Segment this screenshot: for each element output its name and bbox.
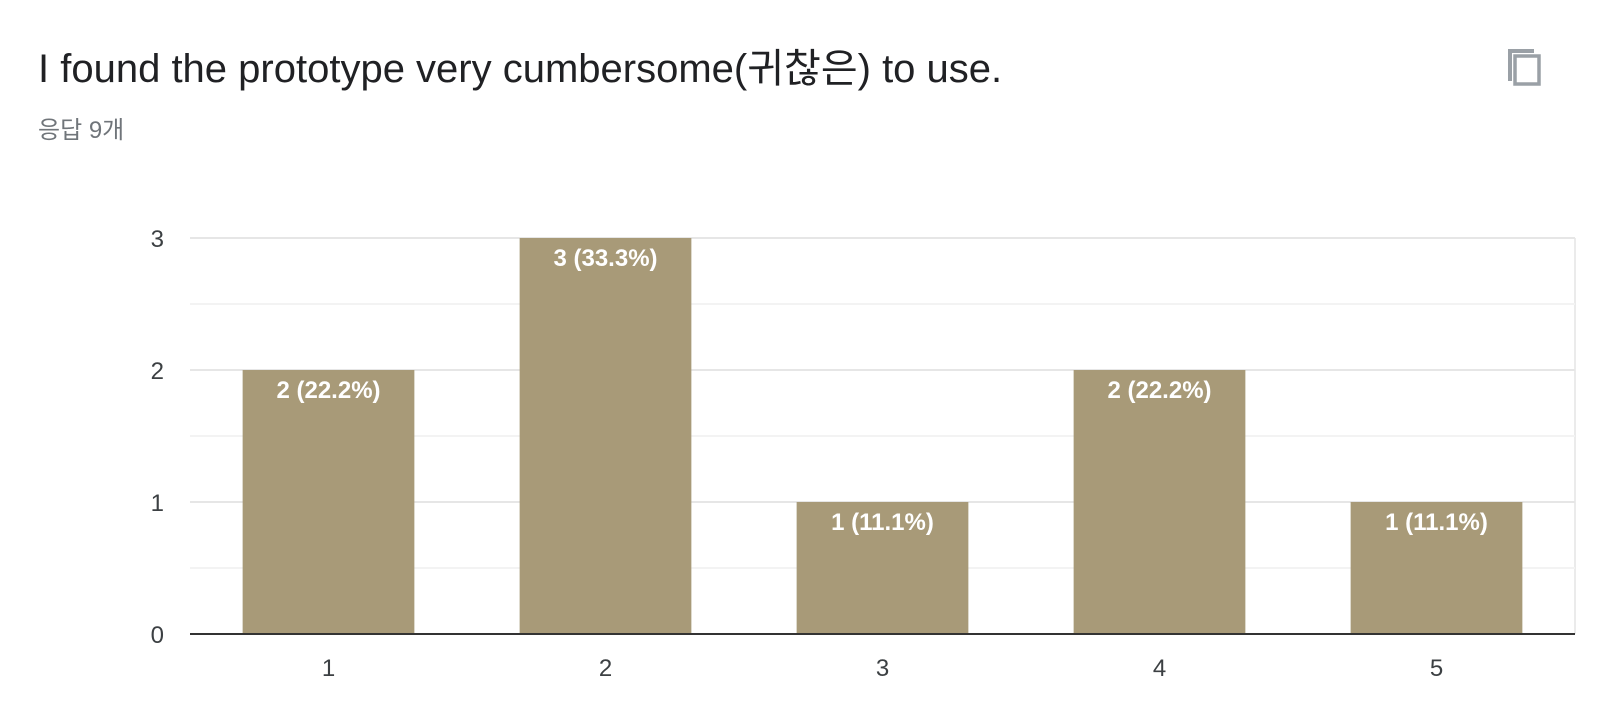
copy-chart-button[interactable] [1500, 40, 1548, 88]
y-tick-label: 1 [151, 490, 164, 517]
response-count: 응답 9개 [38, 117, 125, 144]
bar-data-label: 3 (33.3%) [553, 245, 657, 272]
bar-1 [242, 370, 415, 634]
bar-5 [1350, 502, 1523, 634]
bar-3 [796, 502, 969, 634]
x-tick-label: 4 [1153, 655, 1166, 682]
bar-2 [519, 238, 692, 634]
x-tick-label: 2 [599, 655, 612, 682]
bar-data-label: 2 (22.2%) [276, 377, 380, 404]
bar-4 [1073, 370, 1246, 634]
y-tick-label: 2 [151, 358, 164, 385]
y-tick-label: 3 [151, 226, 164, 253]
y-tick-label: 0 [151, 622, 164, 649]
bar-data-label: 1 (11.1%) [831, 509, 934, 536]
x-tick-label: 5 [1430, 655, 1443, 682]
question-title: I found the prototype very cumbersome(귀찮… [38, 47, 1003, 91]
copy-icon [1508, 49, 1541, 86]
x-tick-label: 3 [876, 655, 889, 682]
bar-data-label: 2 (22.2%) [1107, 377, 1211, 404]
x-tick-label: 1 [322, 655, 335, 682]
bar-data-label: 1 (11.1%) [1385, 509, 1488, 536]
